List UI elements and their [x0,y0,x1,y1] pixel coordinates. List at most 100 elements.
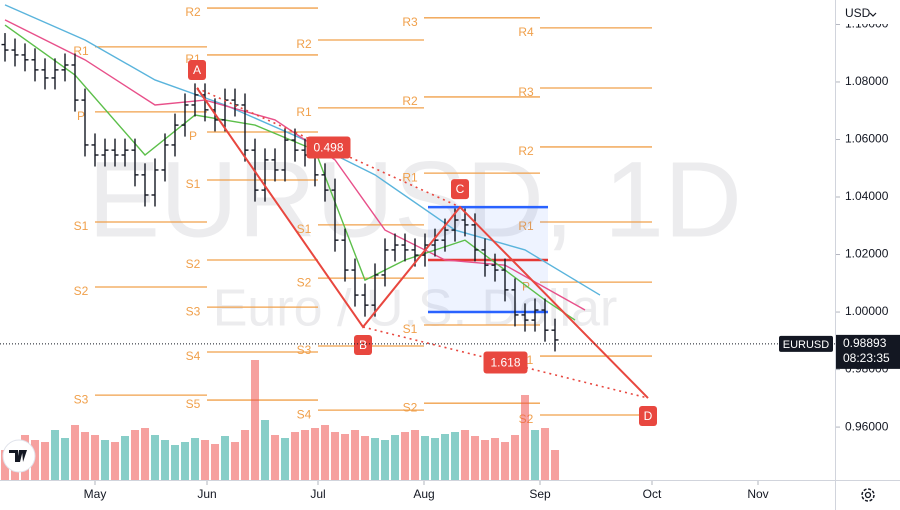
pivot-label: S1 [74,219,89,233]
price-bar [381,238,389,287]
price-bar [341,228,349,282]
pattern-point-box [354,334,372,355]
pattern-line [196,87,649,399]
pivot-label: S1 [186,177,201,191]
volume-bar [501,442,509,480]
volume-bar [381,440,389,480]
price-bar [541,298,549,342]
price-bar [281,128,289,182]
y-tick-label: 1.06000 [845,132,889,146]
volume-bar [551,450,559,480]
volume-bar [331,432,339,480]
ratio-box [483,351,528,374]
x-tick-label: Nov [747,487,768,501]
volume-bar [411,430,419,480]
pivot-label: R2 [402,94,418,108]
volume-bar [521,395,529,480]
pivot-label: S3 [186,304,201,318]
symbol-tag-label: EURUSD [783,339,830,351]
volume-bar [141,428,149,480]
pivot-label: S2 [403,400,418,414]
price-bar [261,148,269,202]
volume-bar [431,438,439,480]
pattern-projection [362,326,649,399]
pattern-point-label: D [644,409,653,423]
price-bar [131,138,139,187]
currency-label[interactable]: USD [845,6,871,20]
volume-bar [421,436,429,480]
price-bar [361,283,369,317]
price-bar [91,133,99,167]
logo [2,439,36,473]
volume-bar [81,432,89,480]
y-tick-label: 1.00000 [845,304,889,318]
volume-bar [531,430,539,480]
price-tag-value: 0.98893 [843,336,887,350]
volume-bar [181,442,189,480]
pattern-point-box [188,60,206,81]
settings-button[interactable] [861,488,875,502]
volume-bar [511,435,519,480]
y-tick-label: 0.96000 [845,419,889,433]
pivot-label: S4 [297,407,312,421]
price-bar [151,158,159,207]
y-tick-label: 1.02000 [845,247,889,261]
pattern-point-label: C [456,182,465,196]
pivot-label: S3 [74,392,89,406]
price-tag-countdown: 08:23:35 [843,351,890,365]
volume-bar [101,440,109,480]
price-bar [371,263,379,317]
price-bar [531,298,539,332]
volume-bar [441,434,449,480]
volume-bar [541,428,549,480]
volume-bar [301,430,309,480]
price-bar [161,133,169,182]
pivot-label: R1 [73,44,89,58]
pivot-label: S2 [297,275,312,289]
y-tick-label: 1.08000 [845,74,889,88]
price-bar [41,58,49,90]
pivot-label: R4 [518,25,534,39]
volume-bar [201,440,209,480]
pivot-label: S2 [74,284,89,298]
price-bar [11,38,19,67]
volume-bar [311,428,319,480]
ratio-label: 1.618 [490,356,520,370]
volume-bar [391,435,399,480]
pivot-label: R2 [518,144,534,158]
price-bar [291,128,299,162]
price-bar [171,113,179,157]
price-bar [501,258,509,302]
price-bar [491,253,499,282]
volume-bar [271,435,279,480]
volume-bar [251,360,259,480]
volume-bar [151,435,159,480]
x-tick-label: Aug [413,487,434,501]
price-bar [141,163,149,207]
pivot-label: R3 [402,15,418,29]
pattern-point-box [639,406,657,427]
price-bar [551,318,559,352]
price-bar [191,83,199,117]
pivot-label: R1 [402,170,418,184]
volume-bar [321,425,329,480]
pivot-label: R2 [185,5,201,19]
pivot-label: S2 [186,257,201,271]
price-bar [331,178,339,252]
price-bar [481,238,489,277]
pivot-label: P [77,109,85,123]
volume-bar [261,420,269,480]
pivot-label: S5 [186,397,201,411]
price-bar [181,93,189,137]
volume-bar [131,430,139,480]
currency-box [837,0,900,24]
price-bar [31,48,39,82]
watermark-description: Euro / U.S. Dollar [213,280,618,338]
symbol-tag [779,335,833,352]
pivot-label: S1 [297,222,312,236]
volume-bar [231,442,239,480]
pivot-label: R1 [296,105,312,119]
x-tick-label: Jul [310,487,325,501]
y-tick-label: 1.04000 [845,189,889,203]
volume-bar [401,432,409,480]
